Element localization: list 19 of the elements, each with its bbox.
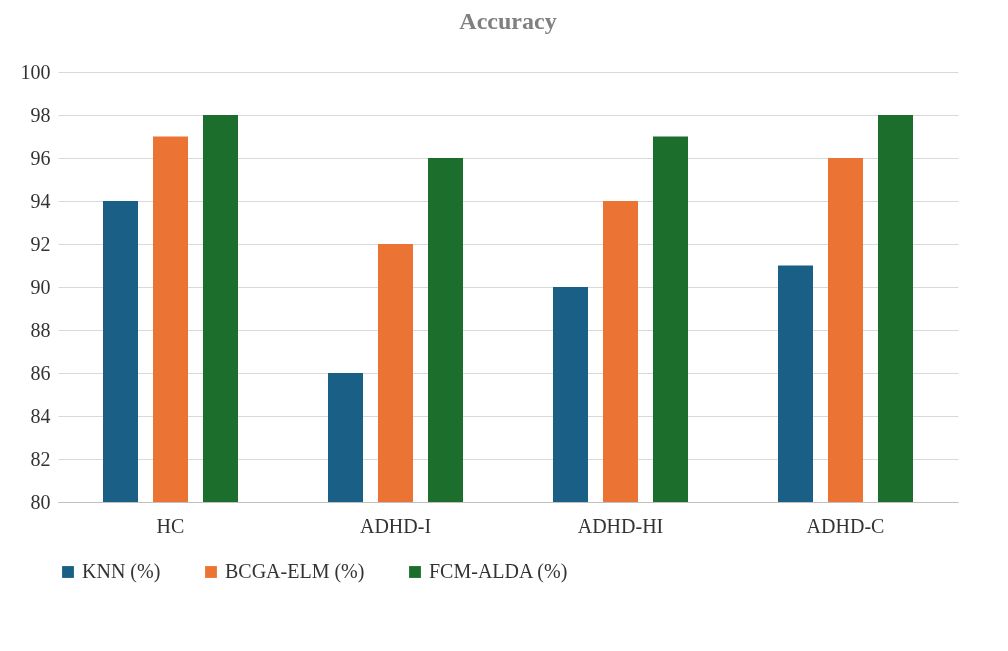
y-tick-label: 100 — [20, 60, 51, 83]
y-tick-label: 80 — [30, 490, 51, 513]
y-tick-label: 98 — [30, 103, 51, 126]
x-tick-label: ADHD-HI — [577, 514, 664, 537]
x-tick-label: HC — [156, 514, 185, 537]
x-tick-label: ADHD-C — [806, 514, 885, 537]
y-tick-label: 82 — [30, 447, 51, 470]
y-tick-label: 96 — [30, 146, 51, 169]
chart-title: Accuracy — [459, 8, 557, 34]
legend-label: FCM-ALDA (%) — [429, 560, 568, 583]
y-tick-label: 88 — [30, 318, 51, 341]
x-tick-label: ADHD-I — [359, 514, 432, 537]
y-tick-label: 84 — [30, 404, 51, 427]
y-tick-label: 92 — [30, 232, 51, 255]
legend-label: BCGA-ELM (%) — [225, 560, 365, 583]
y-tick-label: 94 — [30, 189, 51, 212]
legend-label: KNN (%) — [82, 560, 161, 583]
y-tick-label: 86 — [30, 361, 51, 384]
y-tick-label: 90 — [30, 275, 51, 298]
